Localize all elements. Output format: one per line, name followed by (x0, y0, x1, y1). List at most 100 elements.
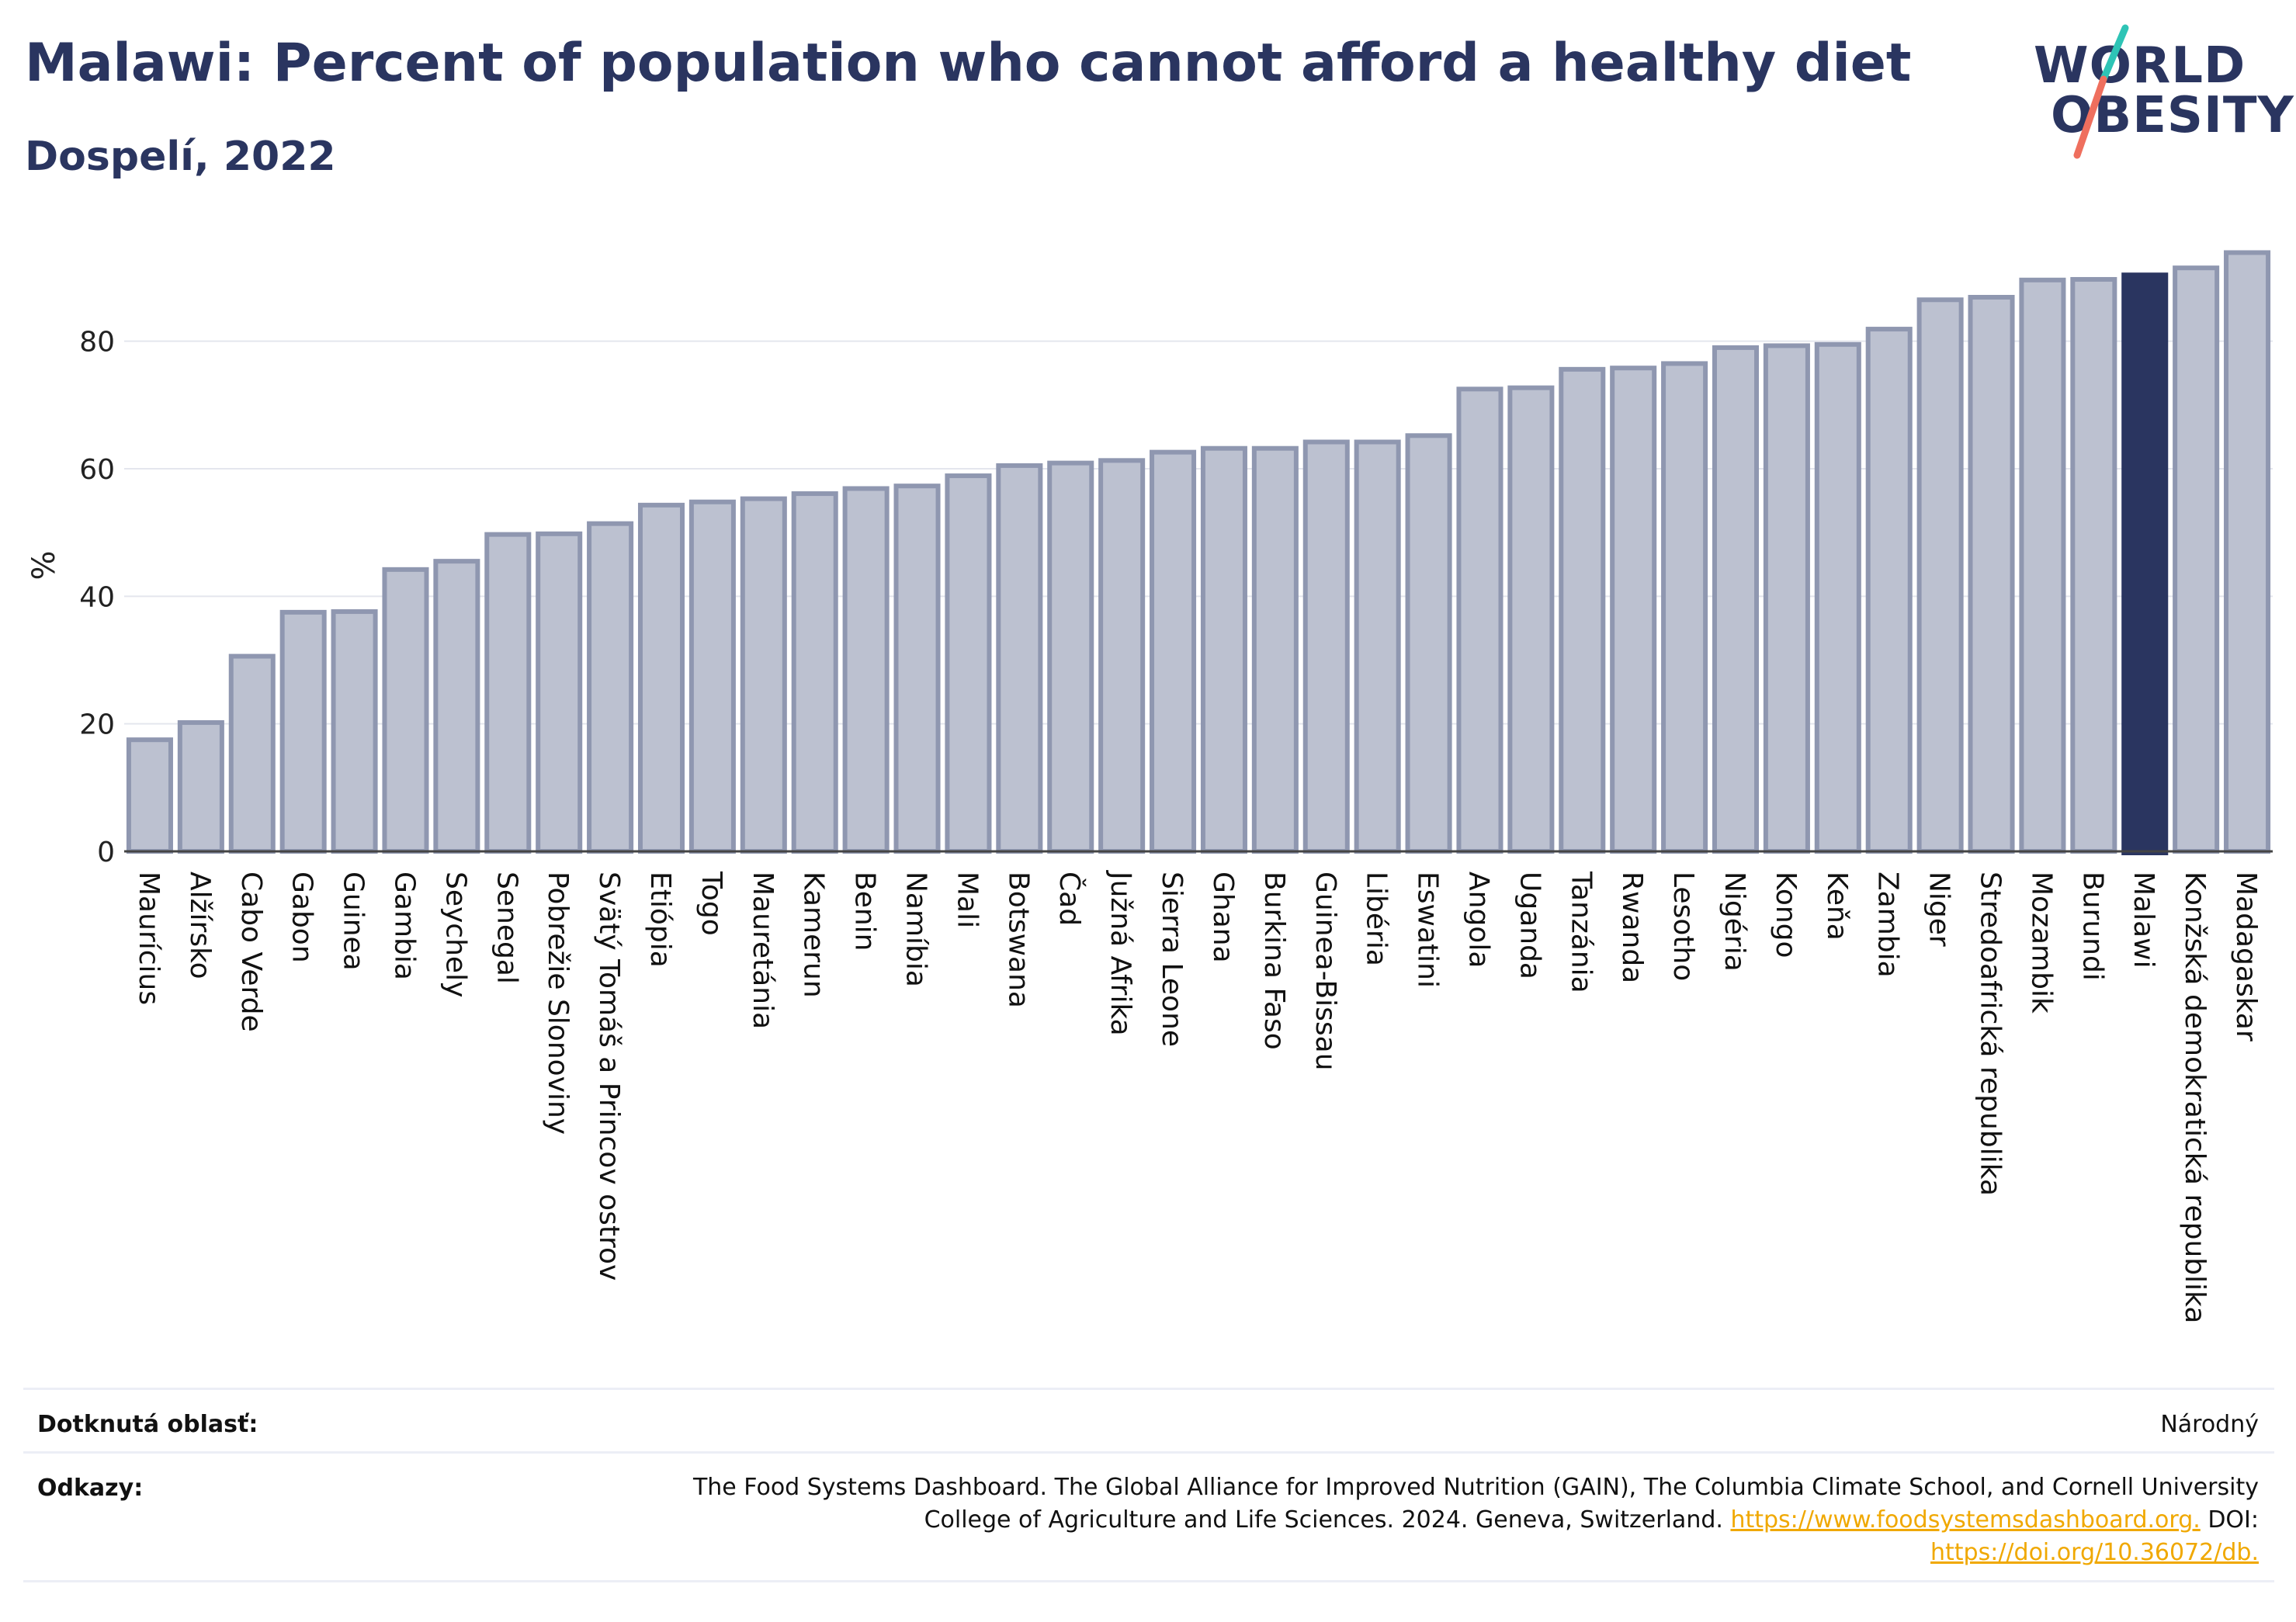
bar (842, 486, 890, 854)
bar (996, 463, 1043, 854)
references-line-2-text: College of Agriculture and Life Sciences… (924, 1506, 1723, 1534)
x-tick-label: Mozambik (2025, 872, 2057, 1014)
x-tick-label: Mali (951, 872, 983, 928)
bar (637, 502, 685, 854)
x-tick-label: Stredoafrická republika (1975, 872, 2006, 1196)
x-tick-label: Keňa (1821, 872, 1853, 941)
bar (1712, 345, 1760, 854)
food-systems-dashboard-link[interactable]: https://www.foodsystemsdashboard.org. (1730, 1506, 2201, 1534)
x-tick-label: Etiópia (644, 872, 676, 968)
bar (177, 720, 224, 854)
x-tick-label: Konžská demokratická republika (2179, 872, 2211, 1323)
x-tick-label: Guinea (338, 872, 369, 971)
x-tick-label: Lesotho (1667, 872, 1699, 981)
x-tick-label: Botswana (1002, 872, 1034, 1008)
bar (331, 609, 378, 854)
bar (1763, 343, 1810, 854)
x-tick-label: Tanzánia (1565, 871, 1597, 993)
bar (2173, 265, 2220, 854)
bar (1916, 297, 1964, 854)
bar (1968, 294, 2015, 854)
x-tick-label: Malawi (2128, 872, 2159, 969)
x-tick-label: Gabon (286, 872, 318, 963)
doi-label: DOI: (2208, 1506, 2259, 1534)
x-tick-label: Mauretánia (747, 872, 779, 1029)
x-tick-label: Nigéria (1719, 872, 1750, 972)
bar-chart: 0 20 40 60 80% Maurícius Alžírsko Cabo Verde Gab… (26, 250, 2273, 1323)
x-tick-label: Čad (1053, 872, 1086, 926)
footer-divider-bottom (23, 1580, 2274, 1582)
x-tick-label: Seychely (439, 872, 471, 997)
bar (1251, 445, 1299, 854)
y-tick-label: 80 (79, 327, 115, 359)
bar (1559, 366, 1606, 854)
x-tick-label: Sierra Leone (1156, 872, 1188, 1047)
x-tick-label: Guinea-Bissau (1309, 872, 1341, 1071)
bar (1814, 341, 1861, 854)
references-line-1: The Food Systems Dashboard. The Global A… (692, 1474, 2259, 1501)
doi-link[interactable]: https://doi.org/10.36072/db. (1930, 1539, 2259, 1566)
bar (945, 473, 992, 854)
x-tick-label: Gambia (388, 872, 420, 980)
bar (893, 483, 941, 854)
bar (1865, 327, 1913, 854)
bar (536, 531, 583, 854)
affected-area-label: Dotknutá oblasť: (37, 1411, 258, 1438)
bar (1456, 386, 1503, 854)
bar (740, 496, 787, 854)
references-line-3: https://doi.org/10.36072/db. (473, 1537, 2259, 1569)
bar (1047, 460, 1094, 854)
bar (1098, 458, 1146, 854)
bar (2070, 276, 2117, 854)
x-tick-label: Burkina Faso (1258, 872, 1290, 1050)
x-tick-label: Eswatini (1412, 872, 1444, 988)
y-tick-label: 0 (97, 837, 115, 868)
bar (484, 532, 532, 854)
bar (587, 521, 634, 854)
bar (1661, 361, 1708, 854)
x-tick-label: Kamerun (798, 872, 830, 998)
bar (2019, 277, 2066, 854)
x-tick-label: Senegal (491, 872, 522, 984)
x-tick-label: Burundi (2076, 872, 2108, 981)
bar (688, 499, 736, 854)
bar (1507, 385, 1555, 854)
bar (1150, 449, 1197, 854)
x-tick-label: Svätý Tomáš a Princov ostrov (593, 872, 625, 1281)
footer-divider-mid (23, 1451, 2274, 1454)
chart-subtitle: Dospelí, 2022 (25, 133, 336, 180)
chart-title: Malawi: Percent of population who cannot… (25, 33, 1912, 94)
y-tick-label: 60 (79, 454, 115, 486)
x-tick-label: Angola (1462, 872, 1494, 968)
x-tick-label: Rwanda (1616, 872, 1648, 983)
bar (228, 653, 276, 854)
bar (279, 609, 327, 854)
bar (1200, 445, 1247, 854)
bar (791, 491, 838, 854)
references-line-2: College of Agriculture and Life Sciences… (473, 1504, 2259, 1537)
footer-divider-top (23, 1388, 2274, 1390)
bar (2224, 250, 2271, 854)
y-tick-label: 40 (79, 581, 115, 613)
references-text: The Food Systems Dashboard. The Global A… (473, 1471, 2259, 1569)
bar (1405, 433, 1452, 854)
bar (1302, 439, 1350, 854)
x-tick-label: Namíbia (900, 872, 932, 987)
world-obesity-logo: WORLD OBESITY (2026, 23, 2294, 163)
x-tick-label: Togo (695, 871, 727, 936)
bar (382, 567, 429, 854)
x-tick-label: Maurícius (133, 872, 165, 1005)
y-axis-label: % (26, 550, 62, 580)
logo-word-world: WORLD (2034, 37, 2246, 95)
bar (1610, 366, 1657, 854)
x-tick-label: Zambia (1872, 872, 1904, 978)
x-tick-label: Benin (849, 872, 881, 951)
x-tick-label: Cabo Verde (235, 872, 267, 1032)
x-tick-label: Libéria (1361, 872, 1393, 966)
bar (2121, 272, 2169, 855)
references-label: Odkazy: (37, 1475, 144, 1502)
x-tick-label: Alžírsko (184, 872, 216, 979)
bar (126, 737, 173, 854)
x-tick-label: Južná Afrika (1105, 870, 1136, 1036)
x-tick-label: Uganda (1514, 872, 1545, 979)
